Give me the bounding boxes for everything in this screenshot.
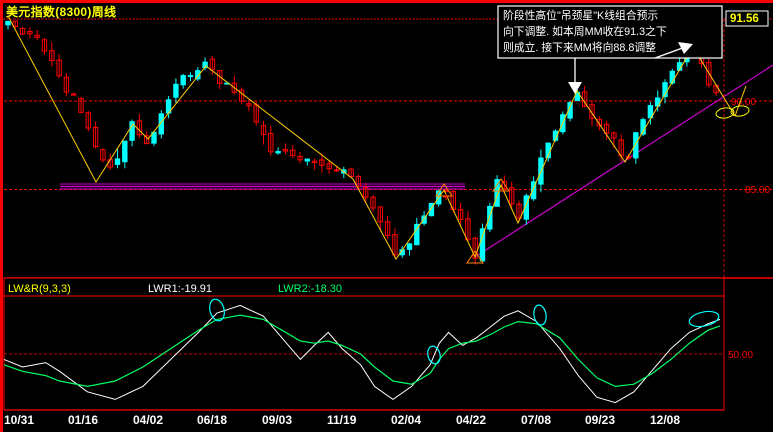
svg-text:阶段性高位"吊颈星"K线组合预示: 阶段性高位"吊颈星"K线组合预示: [503, 8, 658, 22]
svg-text:11/19: 11/19: [327, 413, 357, 427]
svg-text:50.00: 50.00: [728, 350, 753, 361]
svg-text:07/08: 07/08: [521, 413, 551, 427]
svg-text:04/22: 04/22: [456, 413, 486, 427]
svg-text:04/02: 04/02: [133, 413, 163, 427]
svg-text:91.56: 91.56: [730, 13, 759, 25]
svg-text:LW&R(9,3,3): LW&R(9,3,3): [8, 283, 71, 295]
svg-text:09/03: 09/03: [262, 413, 292, 427]
svg-text:则成立. 接下来MM将向88.8调整: 则成立. 接下来MM将向88.8调整: [503, 40, 656, 54]
svg-text:06/18: 06/18: [197, 413, 227, 427]
svg-text:12/08: 12/08: [650, 413, 680, 427]
svg-text:10/31: 10/31: [4, 413, 34, 427]
svg-text:美元指数(8300)周线: 美元指数(8300)周线: [6, 4, 116, 19]
svg-text:85.00: 85.00: [745, 185, 770, 196]
svg-text:09/23: 09/23: [585, 413, 615, 427]
svg-text:LWR1:-19.91: LWR1:-19.91: [148, 283, 212, 295]
svg-text:LWR2:-18.30: LWR2:-18.30: [278, 283, 342, 295]
svg-text:向下调整. 如本周MM收在91.3之下: 向下调整. 如本周MM收在91.3之下: [503, 24, 667, 38]
svg-text:01/16: 01/16: [68, 413, 98, 427]
svg-text:02/04: 02/04: [391, 413, 421, 427]
